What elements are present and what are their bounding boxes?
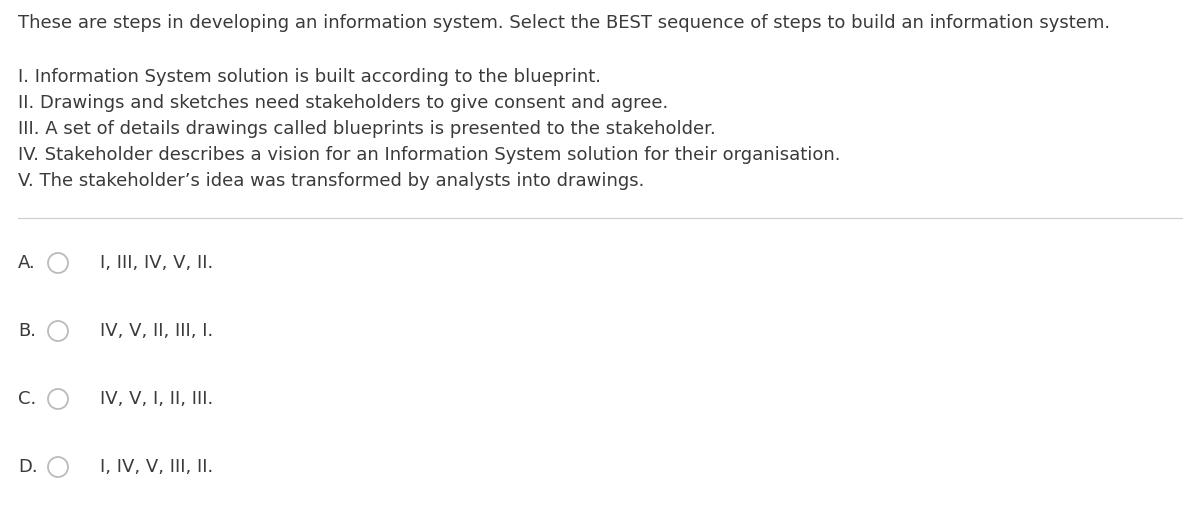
Text: V. The stakeholder’s idea was transformed by analysts into drawings.: V. The stakeholder’s idea was transforme… xyxy=(18,172,644,190)
Text: IV. Stakeholder describes a vision for an Information System solution for their : IV. Stakeholder describes a vision for a… xyxy=(18,146,840,164)
Text: I, III, IV, V, II.: I, III, IV, V, II. xyxy=(100,254,214,272)
Text: These are steps in developing an information system. Select the BEST sequence of: These are steps in developing an informa… xyxy=(18,14,1110,32)
Text: D.: D. xyxy=(18,458,37,476)
Text: B.: B. xyxy=(18,322,36,340)
Text: I, IV, V, III, II.: I, IV, V, III, II. xyxy=(100,458,214,476)
Text: A.: A. xyxy=(18,254,36,272)
Text: C.: C. xyxy=(18,390,36,408)
Text: I. Information System solution is built according to the blueprint.: I. Information System solution is built … xyxy=(18,68,601,86)
Text: IV, V, I, II, III.: IV, V, I, II, III. xyxy=(100,390,214,408)
Text: II. Drawings and sketches need stakeholders to give consent and agree.: II. Drawings and sketches need stakehold… xyxy=(18,94,668,112)
Text: IV, V, II, III, I.: IV, V, II, III, I. xyxy=(100,322,214,340)
Text: III. A set of details drawings called blueprints is presented to the stakeholder: III. A set of details drawings called bl… xyxy=(18,120,715,138)
